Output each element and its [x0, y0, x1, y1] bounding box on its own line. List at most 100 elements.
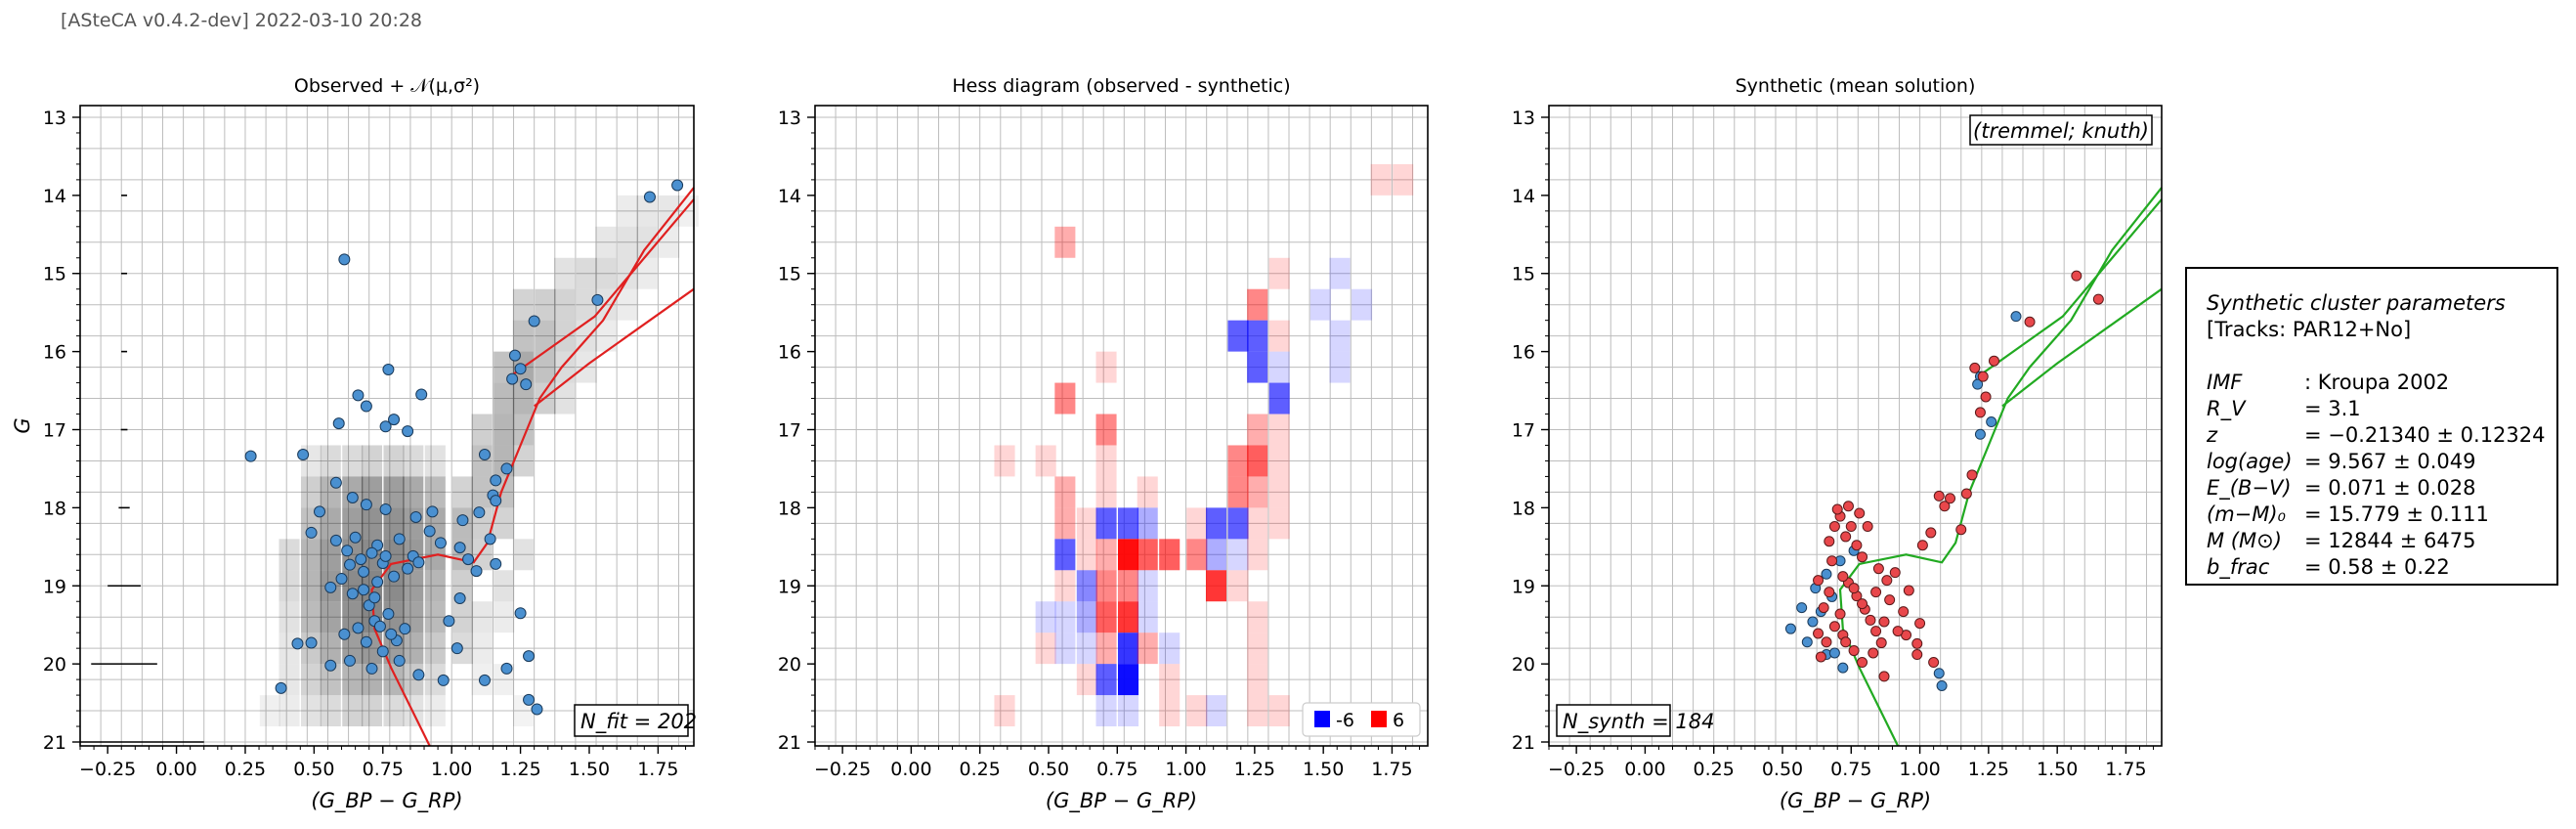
- density-cell: [617, 288, 638, 321]
- y-tick-label: 20: [43, 654, 66, 676]
- panel-2: −0.25 0.00 0.25 0.50 0.75 1.00 1.25 1.50 1.75 13 1…: [778, 75, 1429, 813]
- density-cell: [361, 445, 383, 477]
- hess-cell: [1351, 288, 1373, 321]
- hess-cell: [1095, 445, 1117, 477]
- hess-cell: [1054, 226, 1076, 258]
- hess-cell: [994, 445, 1015, 477]
- annotation-text: N_fit = 202: [580, 710, 697, 734]
- binary-star-point: [1966, 469, 1978, 481]
- param-value: = 15.779 ± 0.111: [2304, 502, 2489, 526]
- legend-label-negative: -6: [1336, 710, 1354, 731]
- density-cell: [383, 507, 405, 540]
- hess-cell: [1268, 351, 1290, 383]
- density-cell: [471, 414, 493, 446]
- hess-cell: [1227, 320, 1249, 352]
- binary-star-point: [1818, 602, 1829, 614]
- hess-cell: [1137, 633, 1158, 665]
- density-cell: [424, 601, 446, 633]
- hess-cell: [1247, 695, 1268, 727]
- hess-cell: [1095, 351, 1117, 383]
- binary-star-point: [1870, 626, 1882, 637]
- data-point: [382, 608, 395, 621]
- binary-star-point: [1828, 521, 1840, 533]
- data-point: [349, 531, 362, 544]
- density-cell: [554, 320, 576, 352]
- density-cell: [494, 570, 515, 602]
- axes-frame: [1548, 105, 2163, 747]
- y-tick-label: 18: [1512, 498, 1535, 519]
- legend-swatch-positive: [1371, 711, 1387, 727]
- hess-cell: [1076, 570, 1097, 602]
- hess-cell: [1247, 288, 1268, 321]
- param-value: = 0.58 ± 0.22: [2304, 555, 2450, 579]
- density-cell: [342, 664, 364, 696]
- density-cell: [403, 445, 424, 477]
- hess-cell: [1137, 539, 1158, 571]
- x-tick-label: 0.50: [1028, 759, 1069, 780]
- binary-star-point: [1884, 594, 1896, 606]
- density-cell: [451, 601, 474, 633]
- panel-title: Hess diagram (observed - synthetic): [952, 75, 1290, 97]
- params-box: Synthetic cluster parameters [Tracks: PA…: [2185, 267, 2558, 586]
- x-tick-label: −0.25: [814, 759, 871, 780]
- y-tick-label: 15: [778, 264, 801, 285]
- x-tick-label: 1.50: [1303, 759, 1344, 780]
- data-point: [368, 591, 381, 604]
- density-cell: [494, 382, 515, 414]
- data-point: [379, 420, 392, 433]
- y-tick-label: 19: [778, 576, 801, 597]
- hess-cell: [1227, 445, 1249, 477]
- data-point: [453, 542, 466, 554]
- data-point: [376, 645, 389, 658]
- hess-cell: [1117, 539, 1139, 571]
- binary-star-point: [1889, 567, 1901, 579]
- binary-star-point: [1848, 583, 1860, 594]
- hess-cell: [1035, 445, 1056, 477]
- y-tick-label: 19: [43, 576, 66, 597]
- binary-star-point: [1854, 507, 1866, 519]
- binary-star-point: [1974, 407, 1986, 418]
- density-cell: [554, 382, 576, 414]
- density-cell: [300, 539, 322, 571]
- density-cell: [361, 695, 383, 727]
- hess-cell: [1268, 507, 1290, 540]
- hess-cell: [1247, 601, 1268, 633]
- data-point: [500, 462, 513, 475]
- hess-cell: [1054, 507, 1076, 540]
- data-point: [244, 450, 257, 462]
- binary-star-point: [1845, 521, 1857, 533]
- binary-star-point: [1840, 531, 1852, 543]
- density-cell: [424, 570, 446, 602]
- binary-star-point: [1881, 575, 1893, 587]
- density-cell: [342, 445, 364, 477]
- y-tick-label: 21: [778, 732, 801, 754]
- hess-cell: [1095, 633, 1117, 665]
- hess-cell: [1117, 570, 1139, 602]
- params-title: Synthetic cluster parameters: [2207, 291, 2506, 315]
- density-cell: [342, 507, 364, 540]
- data-point: [305, 526, 318, 539]
- isochrone-line: [1838, 187, 2163, 747]
- hess-cell: [1227, 476, 1249, 508]
- param-label: R_V: [2207, 397, 2246, 420]
- hess-cell: [1186, 507, 1208, 540]
- hess-cell: [1159, 633, 1181, 665]
- data-point: [520, 378, 533, 391]
- x-tick-label: 1.75: [1371, 759, 1412, 780]
- data-point: [451, 642, 463, 655]
- hess-cell: [1247, 476, 1268, 508]
- binary-star-point: [1848, 645, 1860, 657]
- data-point: [365, 546, 378, 559]
- binary-star-point: [1878, 671, 1890, 682]
- y-tick-label: 21: [43, 732, 66, 754]
- param-row: z = −0.21340 ± 0.12324: [2207, 422, 2546, 449]
- binary-star-point: [1828, 621, 1840, 633]
- x-tick-label: 0.00: [890, 759, 931, 780]
- param-value: = 9.567 ± 0.049: [2304, 450, 2476, 473]
- axes-frame: [79, 105, 695, 747]
- hess-cell: [1054, 476, 1076, 508]
- hess-cell: [1247, 351, 1268, 383]
- data-point: [324, 581, 337, 593]
- density-cell: [451, 476, 474, 508]
